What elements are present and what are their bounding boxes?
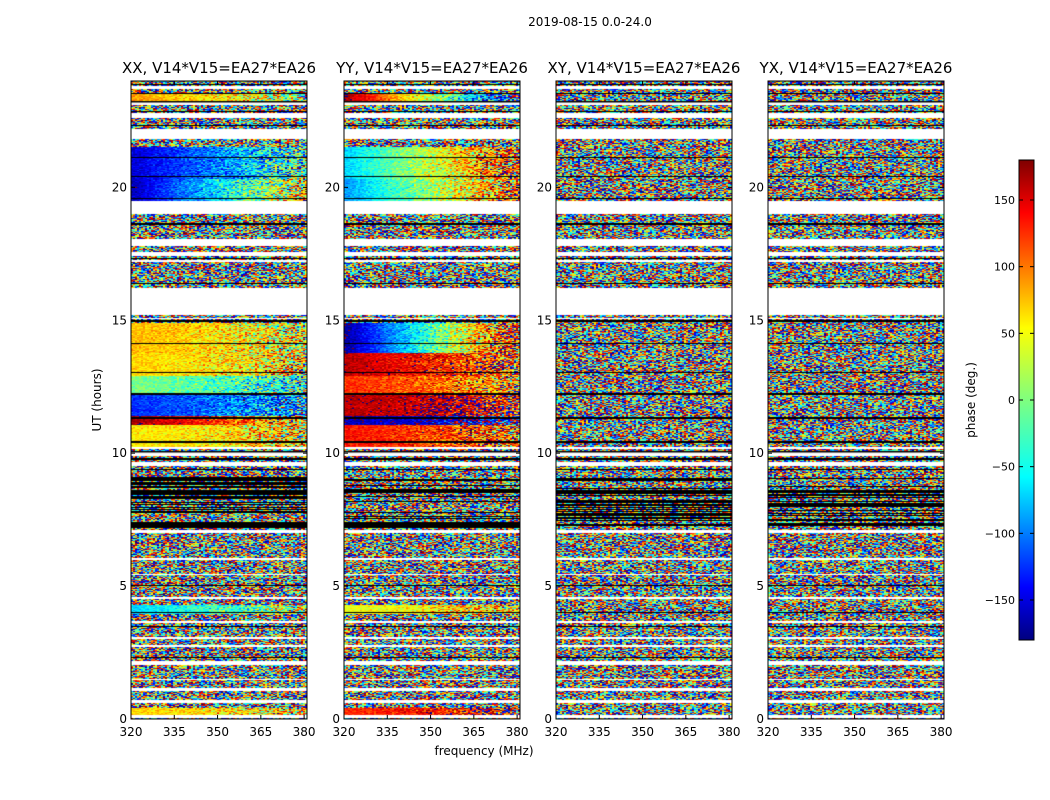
y-tick-label: 15 [325,313,340,327]
panel-title: YX, V14*V15=EA27*EA26 [759,59,953,77]
x-tick-label: 365 [462,725,485,739]
panel-title: XY, V14*V15=EA27*EA26 [548,59,741,77]
colorbar-ticks: −150 −100 −50 0 50 100 150 [985,194,1034,607]
panel-frame [555,80,733,720]
colorbar-tick-label: −50 [992,461,1015,474]
y-axis-label: UT (hours) [90,368,104,431]
y-tick-label: 0 [332,712,340,726]
x-axis-label: frequency (MHz) [434,744,533,758]
colorbar-tick-label: −100 [985,527,1015,540]
y-tick-label: 5 [544,579,552,593]
x-tick-label: 380 [506,725,529,739]
y-tick-label: 10 [325,446,340,460]
colorbar-tick-label: 100 [994,261,1015,274]
x-tick-label: 350 [206,725,229,739]
y-tick-label: 15 [537,313,552,327]
panel-frame [130,80,308,720]
y-tick-label: 10 [112,446,127,460]
x-tick-label: 380 [293,725,316,739]
y-tick-label: 20 [325,180,340,194]
panel-title: YY, V14*V15=EA27*EA26 [335,59,528,77]
heatmap-image [131,81,307,719]
x-tick-label: 320 [757,725,780,739]
x-tick-label: 320 [333,725,356,739]
y-tick-label: 20 [537,180,552,194]
colorbar-tick-label: 0 [1008,394,1015,407]
panel-xx: XX, V14*V15=EA27*EA26 320 335 350 365 380 0 5 10… [112,59,316,739]
y-tick-label: 5 [756,579,764,593]
y-tick-label: 15 [112,313,127,327]
colorbar-tick-label: −150 [985,594,1015,607]
x-tick-label: 380 [930,725,953,739]
x-tick-label: 335 [163,725,186,739]
y-tick-label: 0 [756,712,764,726]
x-tick-label: 320 [545,725,568,739]
x-tick-label: 350 [631,725,654,739]
x-tick-label: 335 [588,725,611,739]
colorbar-label: phase (deg.) [964,362,978,438]
x-tick-label: 350 [843,725,866,739]
y-tick-label: 15 [749,313,764,327]
x-tick-label: 365 [249,725,272,739]
y-tick-label: 10 [749,446,764,460]
y-tick-label: 20 [112,180,127,194]
panel-frame [343,80,521,720]
x-tick-label: 320 [120,725,143,739]
panel-frame [767,80,945,720]
y-tick-label: 20 [749,180,764,194]
x-tick-label: 365 [674,725,697,739]
panel-xy: XY, V14*V15=EA27*EA26 320 335 350 365 380 0 5 10… [537,59,741,739]
figure-suptitle: 2019-08-15 0.0-24.0 [528,15,652,29]
x-tick-label: 335 [376,725,399,739]
colorbar-tick-label: 150 [994,194,1015,207]
x-tick-label: 350 [419,725,442,739]
panel-yx: YX, V14*V15=EA27*EA26 320 335 350 365 380 0 5 10… [749,59,953,739]
panel-title: XX, V14*V15=EA27*EA26 [122,59,316,77]
y-tick-label: 0 [119,712,127,726]
y-tick-label: 5 [119,579,127,593]
y-tick-label: 10 [537,446,552,460]
x-tick-label: 365 [886,725,909,739]
panels-group: XX, V14*V15=EA27*EA26 320 335 350 365 380 0 5 10… [112,59,953,739]
colorbar-tick-label: 50 [1001,327,1015,340]
colorbar: −150 −100 −50 0 50 100 150 phase (deg.) [964,159,1035,641]
heatmap-image [344,81,520,719]
heatmap-image [556,81,732,719]
heatmap-image [768,81,944,719]
panel-yy: YY, V14*V15=EA27*EA26 320 335 350 365 380 0 5 10… [325,59,529,739]
x-tick-label: 335 [800,725,823,739]
y-tick-label: 5 [332,579,340,593]
x-tick-label: 380 [718,725,741,739]
y-tick-label: 0 [544,712,552,726]
